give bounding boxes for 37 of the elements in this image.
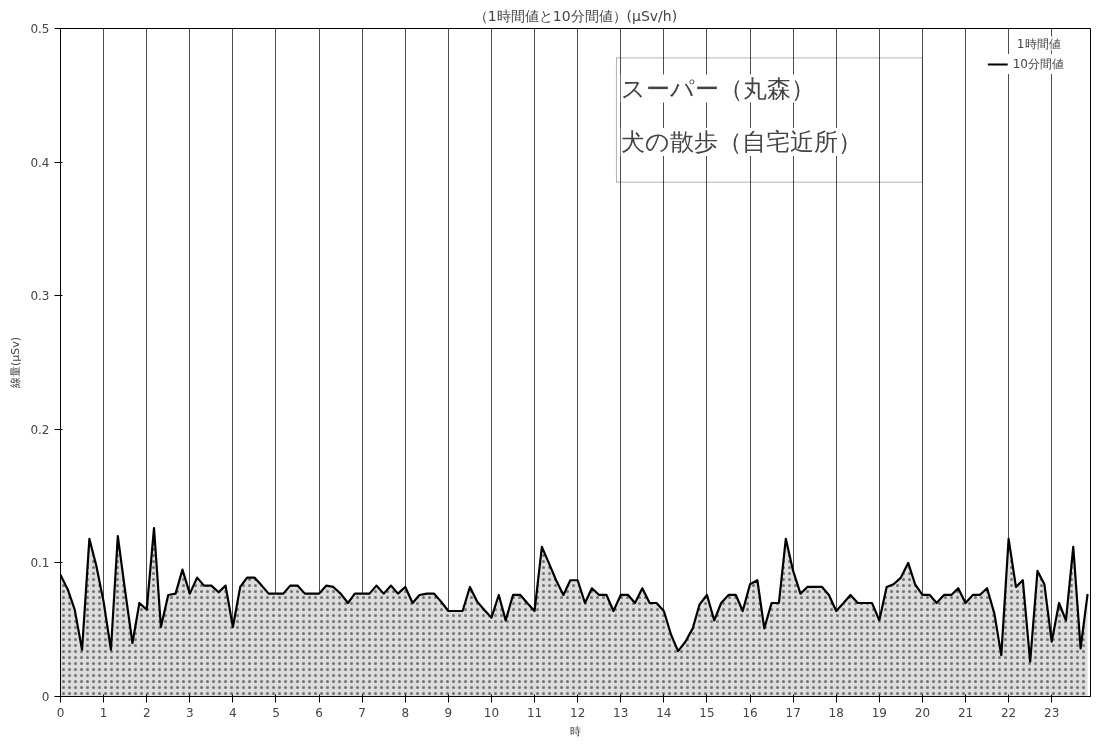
y-tick-label: 0	[41, 690, 50, 704]
x-tick-label: 0	[56, 705, 65, 720]
chart-title: （1時間値と10分間値）(μSv/h)	[473, 7, 678, 24]
x-tick-label: 6	[315, 705, 323, 720]
annotation: スーパー（丸森）	[620, 74, 815, 103]
y-tick-label: 0.1	[30, 556, 50, 571]
y-tick-label: 0.3	[30, 289, 50, 304]
x-tick-label: 13	[613, 705, 629, 720]
y-tick-label: 0.5	[30, 22, 50, 36]
x-tick-label: 11	[526, 705, 543, 720]
annotation: 犬の散歩（自宅近所）	[620, 128, 862, 157]
x-tick-label: 10	[483, 705, 500, 720]
x-tick-label: 5	[272, 705, 280, 720]
y-axis-title: 線量(μSv)	[9, 336, 23, 390]
x-tick-label: 20	[914, 705, 931, 720]
x-tick-label: 4	[229, 705, 237, 720]
annotation: 1時間値	[1016, 36, 1061, 51]
legend-label: 10分間値	[1012, 55, 1064, 73]
x-tick-label: 19	[871, 705, 887, 720]
x-tick-label: 14	[656, 705, 672, 720]
y-tick-label: 0.2	[30, 422, 50, 437]
x-tick-label: 12	[570, 705, 586, 720]
x-tick-label: 7	[358, 705, 366, 720]
x-tick-label: 23	[1044, 705, 1060, 720]
x-tick-label: 18	[828, 705, 844, 720]
x-tick-label: 3	[185, 705, 194, 720]
x-tick-label: 1	[99, 705, 108, 720]
y-tick-label: 0.4	[30, 155, 50, 170]
x-tick-label: 15	[699, 705, 715, 720]
x-tick-label: 2	[142, 705, 151, 720]
x-tick-label: 16	[742, 705, 758, 720]
x-tick-label: 22	[1000, 705, 1017, 720]
x-tick-label: 8	[401, 705, 410, 720]
x-tick-label: 17	[785, 705, 801, 720]
x-axis-title: 時	[570, 724, 581, 738]
x-tick-label: 21	[957, 705, 974, 720]
x-tick-label: 9	[444, 705, 453, 720]
